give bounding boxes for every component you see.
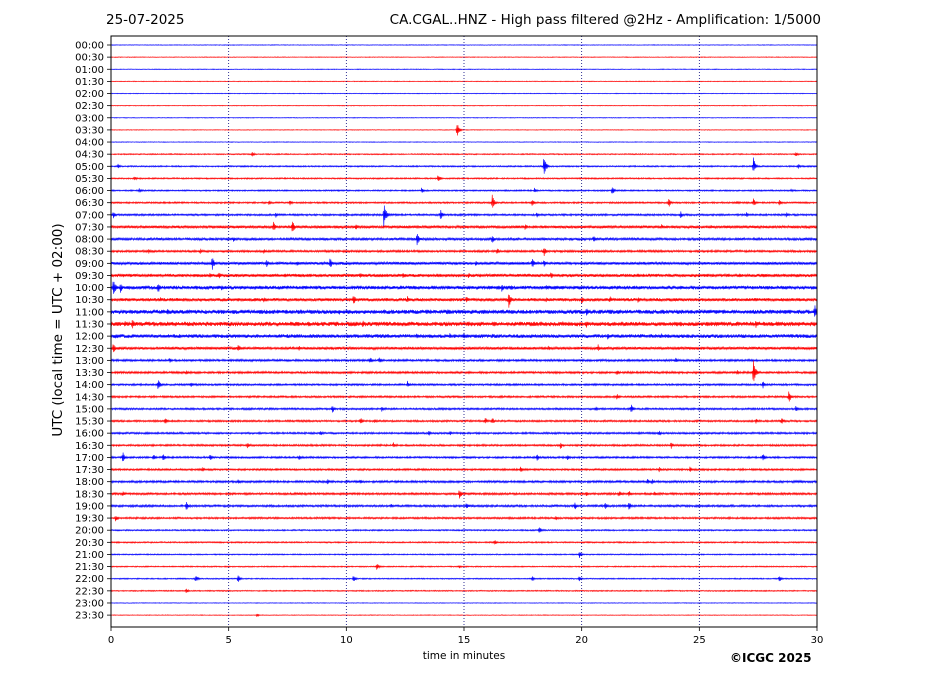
y-tick-label: 02:30 [75, 101, 104, 112]
trace-2100 [110, 552, 818, 558]
trace-2000 [110, 527, 818, 533]
y-tick-label: 20:30 [75, 538, 104, 549]
trace-1600 [110, 430, 818, 436]
trace-0730 [110, 221, 818, 232]
x-tick-label: 15 [458, 635, 471, 646]
trace-1830 [110, 490, 818, 499]
y-tick-label: 07:00 [75, 210, 104, 221]
y-tick-label: 19:30 [75, 514, 104, 525]
y-tick-layer: 00:0000:3001:0001:3002:0002:3003:0003:30… [75, 41, 111, 622]
trace-0430 [110, 151, 818, 157]
y-tick-label: 03:30 [75, 125, 104, 136]
trace-0800 [110, 233, 818, 246]
x-axis-label: time in minutes [422, 650, 506, 662]
trace-1100 [110, 305, 818, 317]
y-tick-label: 05:30 [75, 174, 104, 185]
trace-0830 [110, 248, 818, 257]
trace-1930 [110, 515, 818, 522]
y-tick-label: 11:30 [75, 319, 104, 330]
y-tick-label: 18:30 [75, 489, 104, 500]
trace-0700 [110, 205, 818, 227]
y-tick-label: 10:30 [75, 295, 104, 306]
y-tick-label: 09:30 [75, 271, 104, 282]
y-tick-label: 06:00 [75, 186, 104, 197]
chart-title: CA.CGAL..HNZ - High pass filtered @2Hz -… [389, 12, 821, 28]
y-tick-label: 13:30 [75, 368, 104, 379]
y-tick-label: 01:00 [75, 65, 104, 76]
x-tick-label: 10 [340, 635, 353, 646]
y-tick-label: 19:00 [75, 501, 104, 512]
trace-2200 [110, 575, 818, 582]
y-tick-label: 17:00 [75, 453, 104, 464]
gridline-layer [228, 36, 700, 627]
x-tick-label: 20 [575, 635, 588, 646]
y-tick-label: 20:00 [75, 526, 104, 537]
copyright-notice: ©ICGC 2025 [730, 651, 812, 665]
y-tick-label: 09:00 [75, 259, 104, 270]
trace-0900 [110, 258, 818, 270]
x-tick-label: 0 [108, 635, 114, 646]
y-tick-label: 10:00 [75, 283, 104, 294]
trace-1900 [110, 501, 818, 510]
trace-2230 [110, 588, 818, 593]
y-tick-label: 02:00 [75, 89, 104, 100]
y-tick-label: 01:30 [75, 77, 104, 88]
x-tick-label: 30 [811, 635, 824, 646]
y-tick-label: 12:30 [75, 344, 104, 355]
y-tick-label: 21:00 [75, 550, 104, 561]
trace-0630 [110, 194, 818, 208]
y-tick-label: 15:00 [75, 404, 104, 415]
y-tick-label: 23:30 [75, 611, 104, 622]
y-tick-label: 22:30 [75, 586, 104, 597]
y-tick-label: 05:00 [75, 162, 104, 173]
y-tick-label: 21:30 [75, 562, 104, 573]
y-tick-label: 04:30 [75, 150, 104, 161]
y-tick-label: 06:30 [75, 198, 104, 209]
trace-0930 [110, 272, 818, 279]
chart-date: 25-07-2025 [106, 12, 185, 28]
y-tick-label: 13:00 [75, 356, 104, 367]
trace-2030 [110, 540, 818, 545]
trace-1030 [110, 294, 818, 308]
y-tick-label: 14:00 [75, 380, 104, 391]
y-tick-label: 00:30 [75, 53, 104, 64]
x-tick-layer: 0 5 10 15 20 25 30 [108, 627, 824, 646]
y-tick-label: 17:30 [75, 465, 104, 476]
y-tick-label: 23:00 [75, 598, 104, 609]
y-tick-label: 22:00 [75, 574, 104, 585]
y-tick-label: 03:00 [75, 113, 104, 124]
y-tick-label: 12:00 [75, 332, 104, 343]
y-tick-label: 08:30 [75, 247, 104, 258]
y-tick-label: 04:00 [75, 138, 104, 149]
trace-1700 [110, 452, 818, 462]
trace-2130 [110, 564, 818, 570]
y-tick-label: 00:00 [75, 41, 104, 52]
y-tick-label: 11:00 [75, 307, 104, 318]
y-tick-label: 16:30 [75, 441, 104, 452]
y-tick-label: 16:00 [75, 429, 104, 440]
plot-frame [110, 35, 818, 628]
x-tick-label: 25 [693, 635, 706, 646]
y-tick-label: 08:00 [75, 235, 104, 246]
y-tick-label: 15:30 [75, 417, 104, 428]
y-tick-label: 18:00 [75, 477, 104, 488]
x-tick-label: 5 [225, 635, 231, 646]
trace-1000 [110, 281, 818, 294]
y-tick-label: 07:30 [75, 222, 104, 233]
y-tick-label: 14:30 [75, 392, 104, 403]
